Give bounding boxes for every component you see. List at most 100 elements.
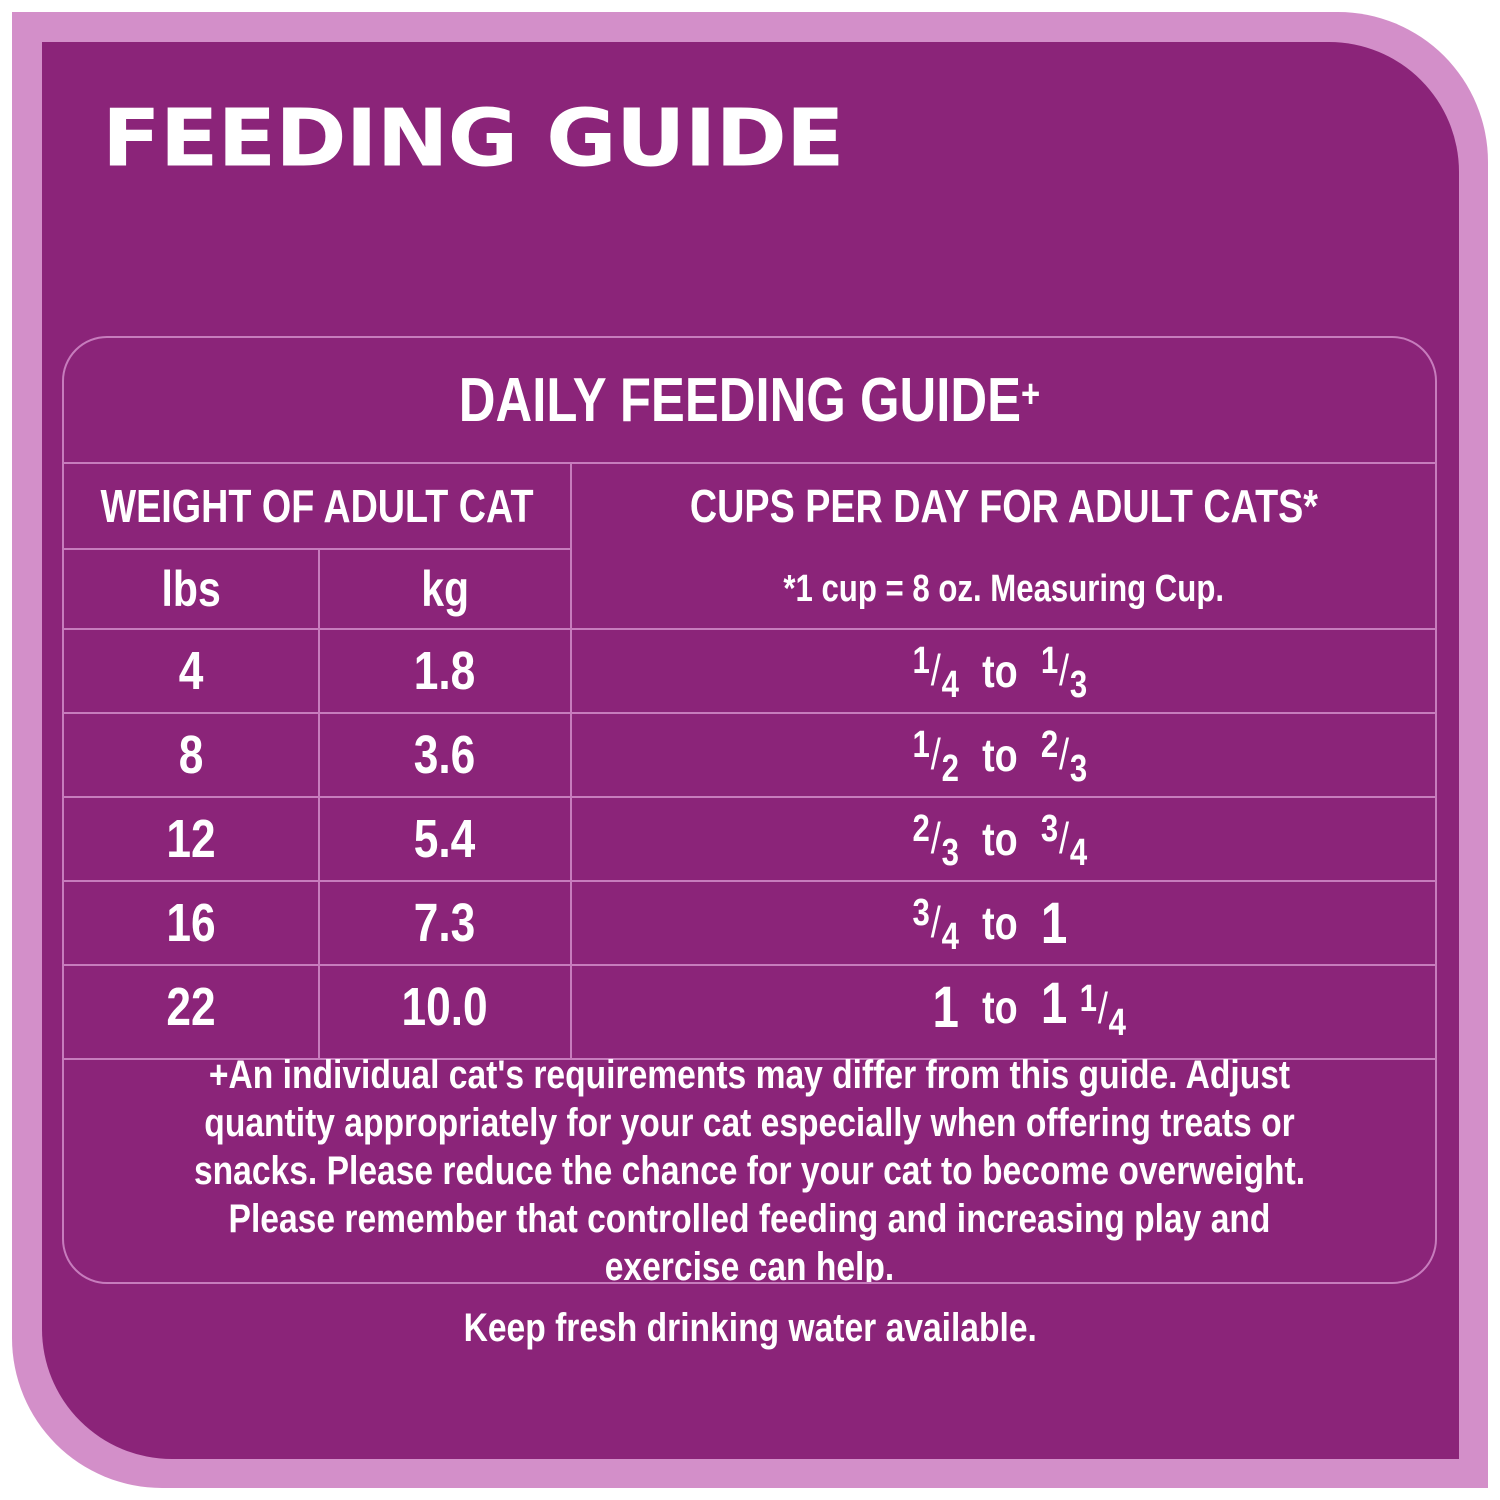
daily-feeding-table: DAILY FEEDING GUIDE+ WEIGHT OF ADULT CAT… xyxy=(62,336,1437,1284)
cups-range: 1/4 to 1/3 xyxy=(868,636,1139,707)
cups-to: 2/3 xyxy=(1040,720,1138,791)
numerator: 1 xyxy=(1079,977,1097,1020)
feeding-guide-card xyxy=(42,42,1459,1459)
cups-to: 1 xyxy=(1040,890,1138,957)
to-label: to xyxy=(981,645,1018,697)
fraction-slash: / xyxy=(930,729,941,779)
divider xyxy=(64,1058,1435,1060)
denominator: 4 xyxy=(1069,831,1087,874)
fraction: 1/3 xyxy=(1040,639,1086,706)
cup-measure-note: *1 cup = 8 oz. Measuring Cup. xyxy=(783,567,1224,610)
numerator: 1 xyxy=(912,723,930,766)
cups-range: 3/4 to 1 xyxy=(868,888,1139,959)
cups-range: 1/2 to 2/3 xyxy=(868,720,1139,791)
cups-to: 1 1/4 xyxy=(1040,970,1138,1045)
page-title: FEEDING GUIDE xyxy=(102,92,845,185)
table-title-suffix: + xyxy=(1021,371,1041,416)
numerator: 2 xyxy=(912,807,930,850)
lbs-value: 22 xyxy=(166,977,216,1037)
cups-to: 1/3 xyxy=(1040,636,1138,707)
numerator: 1 xyxy=(1040,639,1058,682)
lbs-cell: 12 xyxy=(64,798,318,880)
cups-cell: 1/2 to 2/3 xyxy=(572,714,1435,796)
kg-value: 5.4 xyxy=(414,809,476,869)
cups-from: 3/4 xyxy=(868,888,958,959)
weight-header: WEIGHT OF ADULT CAT xyxy=(100,480,534,532)
fraction: 1/4 xyxy=(912,639,958,706)
cups-cell: 1/4 to 1/3 xyxy=(572,630,1435,712)
kg-value: 7.3 xyxy=(414,893,476,953)
kg-cell: 5.4 xyxy=(320,798,570,880)
denominator: 4 xyxy=(1108,1001,1126,1044)
fraction-slash: / xyxy=(930,897,941,947)
numerator: 2 xyxy=(1040,723,1058,766)
fraction: 2/3 xyxy=(912,807,958,874)
to-label: to xyxy=(981,729,1018,781)
row-divider xyxy=(64,712,1435,714)
row-divider xyxy=(64,796,1435,798)
kg-value: 10.0 xyxy=(401,977,489,1037)
to-label: to xyxy=(981,981,1018,1033)
numerator: 1 xyxy=(912,639,930,682)
row-divider xyxy=(64,880,1435,882)
lbs-value: 4 xyxy=(178,641,204,701)
cups-range: 2/3 to 3/4 xyxy=(868,804,1139,875)
denominator: 4 xyxy=(941,663,959,706)
cups-from: 2/3 xyxy=(868,804,958,875)
denominator: 3 xyxy=(1069,663,1087,706)
fraction-slash: / xyxy=(1058,729,1069,779)
cups-cell: 1 to 1 1/4 xyxy=(572,966,1435,1048)
table-title-text: DAILY FEEDING GUIDE xyxy=(458,365,1022,435)
column-divider xyxy=(318,548,320,1058)
denominator: 3 xyxy=(941,831,959,874)
lbs-value: 8 xyxy=(178,725,204,785)
cups-cell: 3/4 to 1 xyxy=(572,882,1435,964)
fraction: 1/2 xyxy=(912,723,958,790)
water-note: Keep fresh drinking water available. xyxy=(463,1306,1037,1350)
kg-cell: 3.6 xyxy=(320,714,570,796)
lbs-cell: 4 xyxy=(64,630,318,712)
divider xyxy=(64,462,1435,464)
kg-cell: 1.8 xyxy=(320,630,570,712)
fraction-slash: / xyxy=(1097,983,1108,1033)
fraction-slash: / xyxy=(1058,813,1069,863)
fraction: 2/3 xyxy=(1040,723,1086,790)
fraction-slash: / xyxy=(930,813,941,863)
fraction: 1/4 xyxy=(1079,977,1125,1044)
whole-number: 1 xyxy=(1040,970,1067,1036)
kg-value: 1.8 xyxy=(414,641,476,701)
cups-from: 1/4 xyxy=(868,636,958,707)
to-label: to xyxy=(981,813,1018,865)
fraction-slash: / xyxy=(1058,645,1069,695)
whole-number: 1 xyxy=(1040,890,1067,956)
denominator: 2 xyxy=(941,747,959,790)
cups-range: 1 to 1 1/4 xyxy=(868,970,1139,1045)
cups-cell: 2/3 to 3/4 xyxy=(572,798,1435,880)
kg-value: 3.6 xyxy=(414,725,476,785)
row-divider xyxy=(64,964,1435,966)
kg-cell: 10.0 xyxy=(320,966,570,1048)
cups-from: 1/2 xyxy=(868,720,958,791)
numerator: 3 xyxy=(1040,807,1058,850)
fraction: 3/4 xyxy=(1040,807,1086,874)
unit-lbs-header: lbs xyxy=(161,561,221,617)
cups-from: 1 xyxy=(868,974,958,1041)
fraction-slash: / xyxy=(930,645,941,695)
lbs-value: 12 xyxy=(166,809,216,869)
denominator: 4 xyxy=(941,915,959,958)
lbs-cell: 16 xyxy=(64,882,318,964)
column-divider xyxy=(570,462,572,1058)
to-label: to xyxy=(981,897,1018,949)
unit-kg-header: kg xyxy=(421,561,469,617)
footnote: +An individual cat's requirements may di… xyxy=(193,1053,1306,1284)
denominator: 3 xyxy=(1069,747,1087,790)
whole-number: 1 xyxy=(931,974,959,1040)
table-title: DAILY FEEDING GUIDE+ xyxy=(64,338,1435,462)
divider xyxy=(64,628,1435,630)
cups-to: 3/4 xyxy=(1040,804,1138,875)
lbs-cell: 22 xyxy=(64,966,318,1048)
fraction: 3/4 xyxy=(912,891,958,958)
lbs-value: 16 xyxy=(166,893,216,953)
numerator: 3 xyxy=(912,891,930,934)
cups-header: CUPS PER DAY FOR ADULT CATS* xyxy=(689,480,1318,532)
